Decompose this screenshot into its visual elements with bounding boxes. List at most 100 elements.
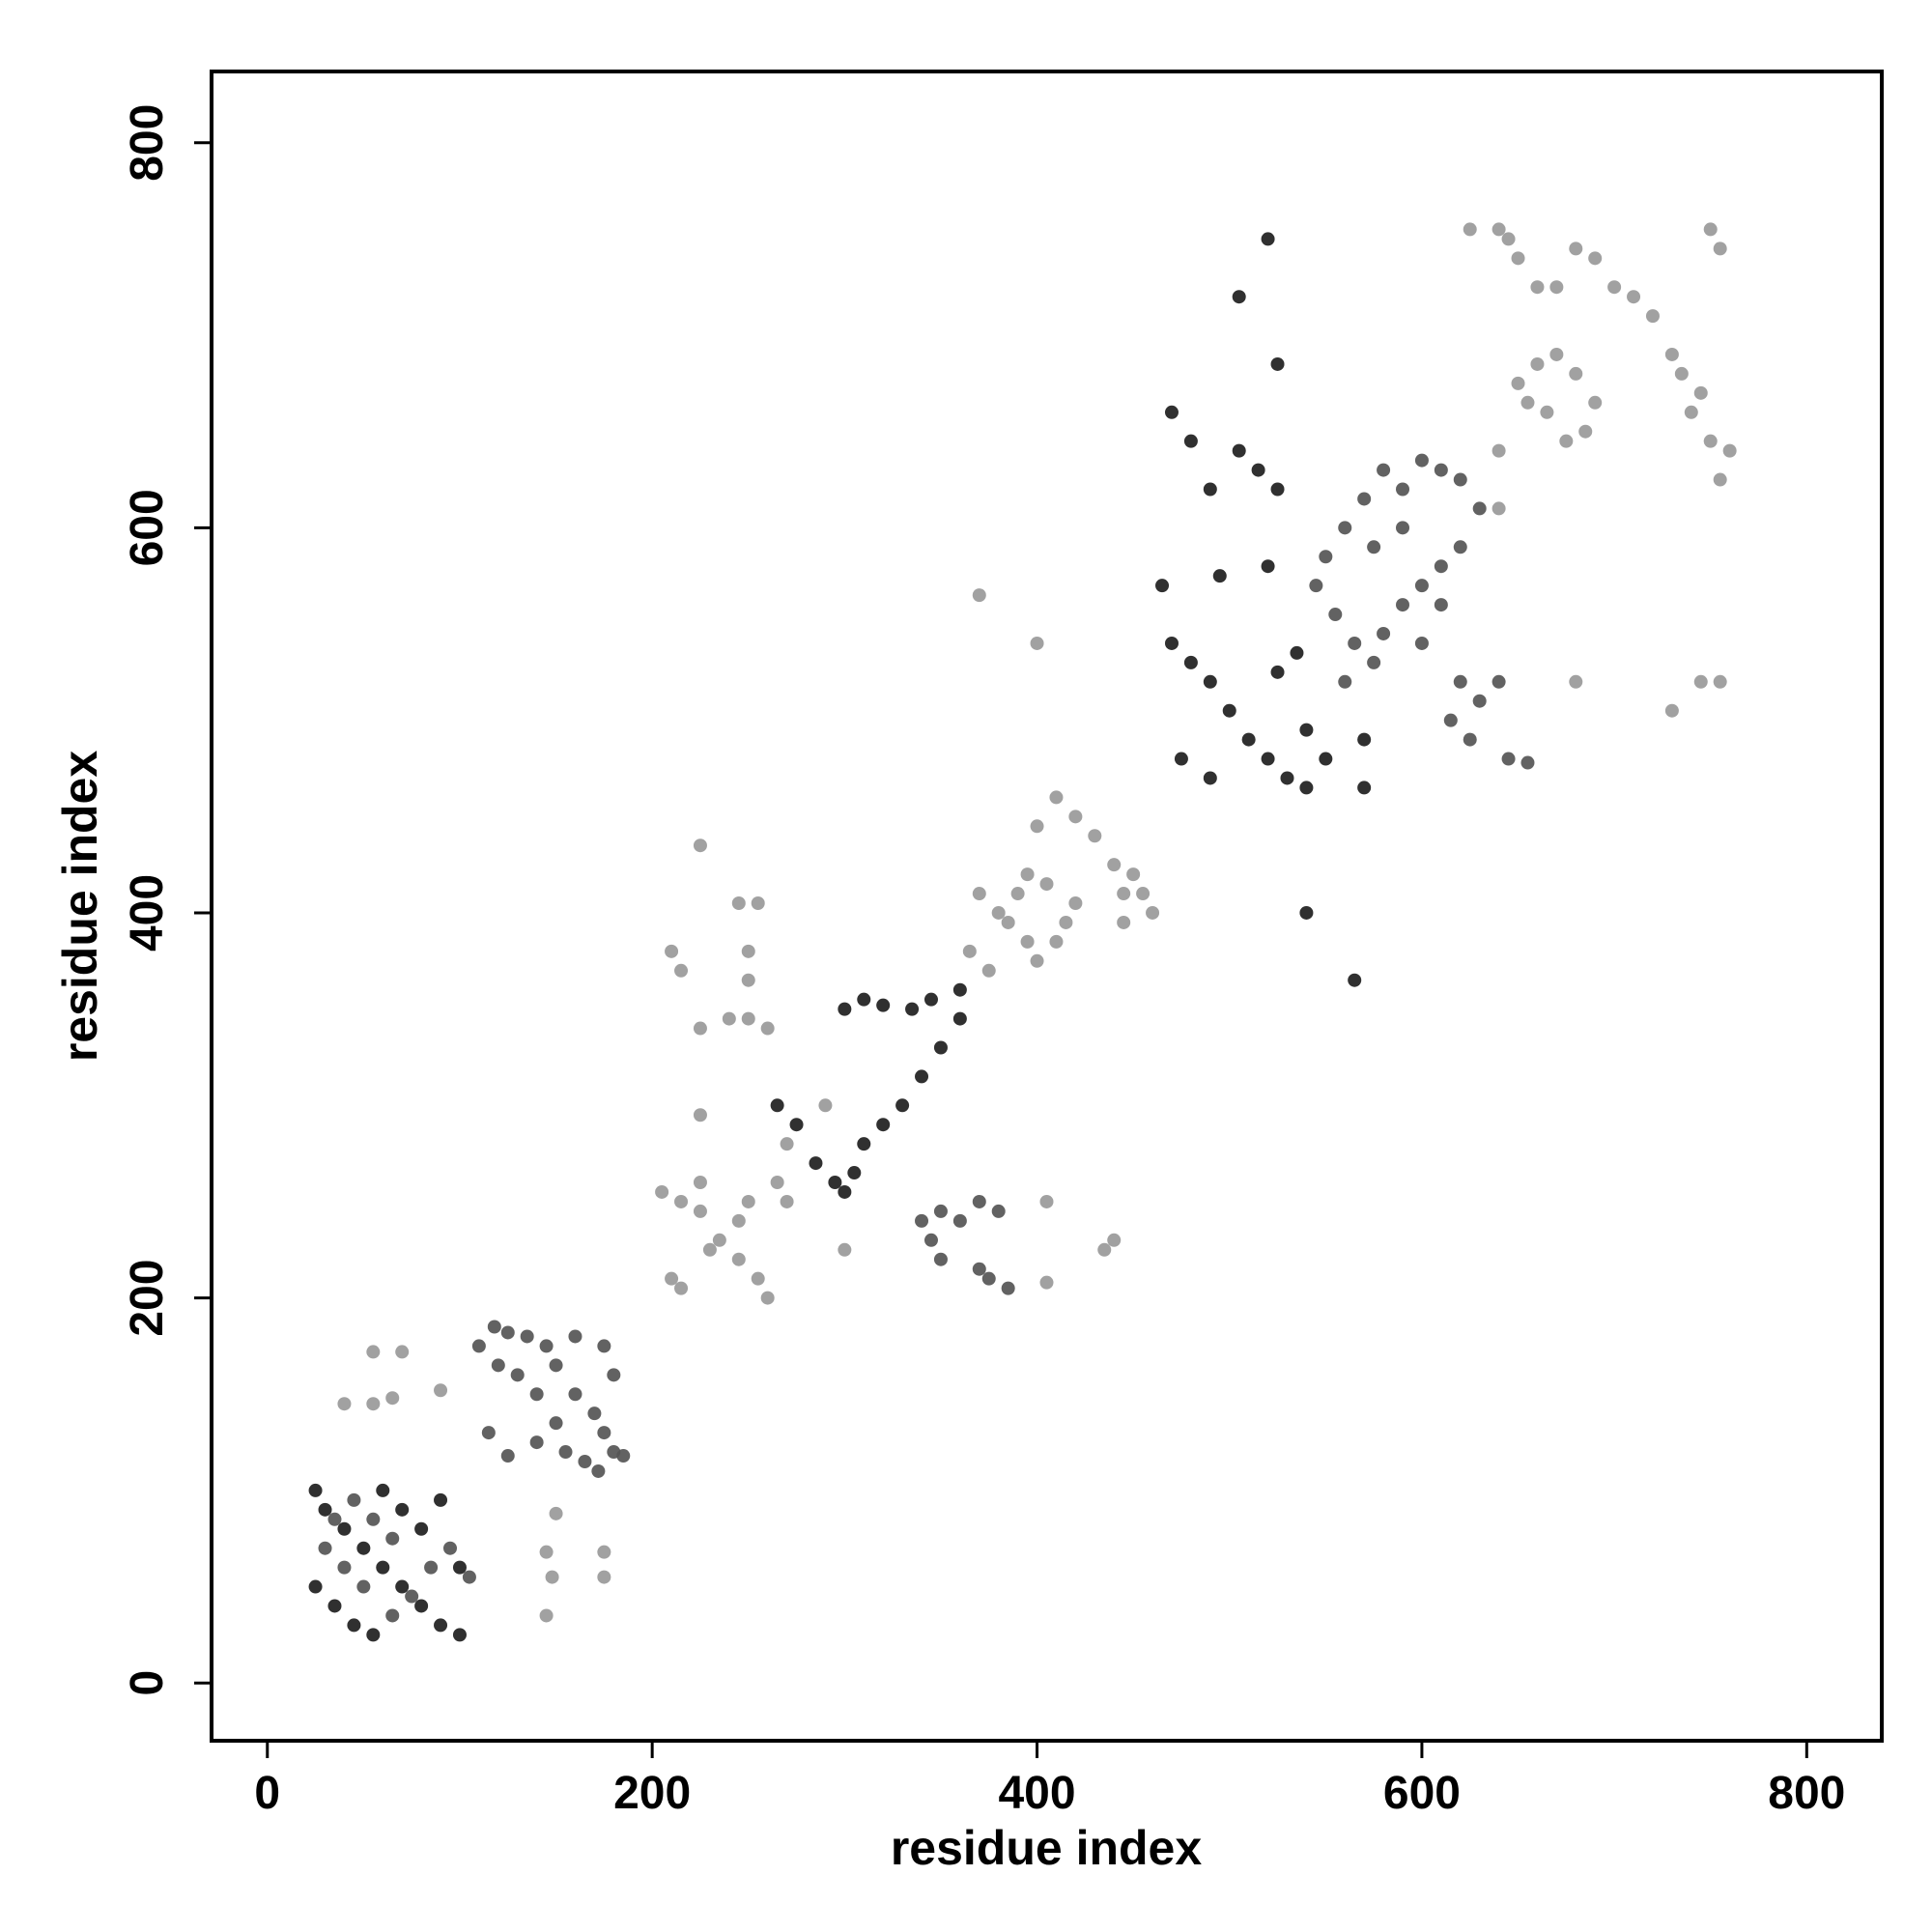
point <box>500 1325 515 1340</box>
point <box>1299 781 1314 795</box>
point <box>558 1445 573 1460</box>
point <box>1434 598 1448 612</box>
point <box>1020 867 1035 882</box>
point <box>760 1021 775 1036</box>
point <box>1434 559 1448 574</box>
point <box>539 1608 554 1623</box>
point <box>933 1252 948 1266</box>
point <box>578 1455 592 1469</box>
point <box>347 1618 361 1633</box>
point <box>1367 540 1381 554</box>
point <box>991 905 1006 920</box>
point <box>1136 887 1151 901</box>
point <box>1068 896 1083 911</box>
point <box>1569 366 1583 381</box>
point <box>1261 559 1275 574</box>
point <box>818 1098 833 1113</box>
point <box>972 887 986 901</box>
point <box>366 1628 381 1642</box>
point <box>1414 636 1429 650</box>
point <box>1030 819 1044 834</box>
point <box>1693 385 1708 400</box>
point <box>356 1579 371 1594</box>
point <box>1049 790 1064 805</box>
point <box>1492 501 1506 516</box>
point <box>452 1560 467 1575</box>
point <box>770 1098 784 1113</box>
point <box>857 1137 871 1151</box>
point <box>665 1271 679 1286</box>
point <box>1107 1233 1122 1247</box>
point <box>876 998 891 1012</box>
point <box>972 1262 986 1276</box>
point <box>1511 251 1525 266</box>
point <box>1261 752 1275 766</box>
point <box>434 1492 448 1507</box>
point <box>1453 540 1467 554</box>
point <box>741 973 755 987</box>
point <box>1319 550 1333 564</box>
point <box>702 1242 717 1257</box>
point <box>1674 366 1689 381</box>
point <box>1722 443 1737 458</box>
point <box>520 1329 534 1344</box>
point <box>741 944 755 958</box>
point <box>1569 242 1583 256</box>
point <box>1146 905 1160 920</box>
point <box>1588 251 1603 266</box>
y-tick-label: 200 <box>122 1260 173 1337</box>
point <box>597 1426 611 1440</box>
point <box>981 1271 996 1286</box>
point <box>1607 280 1622 295</box>
point <box>1530 356 1545 371</box>
point <box>731 1213 746 1228</box>
point <box>471 1339 486 1353</box>
point <box>731 896 746 911</box>
point <box>923 1233 938 1247</box>
y-tick-label: 400 <box>122 874 173 952</box>
point <box>1232 290 1246 304</box>
point <box>337 1560 352 1575</box>
point <box>1280 771 1294 785</box>
point <box>1183 434 1198 448</box>
point <box>1299 723 1314 737</box>
point <box>337 1397 352 1411</box>
point <box>838 1184 852 1199</box>
point <box>674 1194 689 1208</box>
point <box>549 1358 563 1373</box>
point <box>1501 232 1516 246</box>
point <box>1348 973 1362 987</box>
point <box>1472 694 1487 708</box>
point <box>828 1176 842 1190</box>
point <box>722 1011 736 1026</box>
y-axis-title: residue index <box>53 751 107 1063</box>
point <box>462 1570 476 1584</box>
point <box>1107 858 1122 872</box>
point <box>327 1512 342 1526</box>
point <box>1703 222 1718 237</box>
point <box>1270 356 1285 371</box>
point <box>895 1098 910 1113</box>
point <box>587 1406 602 1421</box>
point <box>905 1002 920 1016</box>
point <box>1664 703 1679 718</box>
point <box>876 1118 891 1132</box>
point <box>500 1449 515 1463</box>
point <box>1261 232 1275 246</box>
point <box>1088 829 1102 843</box>
point <box>1463 732 1477 747</box>
point <box>1396 598 1410 612</box>
point <box>693 1176 707 1190</box>
point <box>741 1011 755 1026</box>
y-tick-label: 800 <box>122 104 173 182</box>
point <box>1414 579 1429 593</box>
point <box>751 1271 765 1286</box>
point <box>1299 905 1314 920</box>
point <box>385 1608 400 1623</box>
point <box>318 1502 332 1517</box>
point <box>1453 674 1467 689</box>
point <box>1030 953 1044 968</box>
point <box>1713 472 1727 487</box>
point <box>539 1545 554 1559</box>
